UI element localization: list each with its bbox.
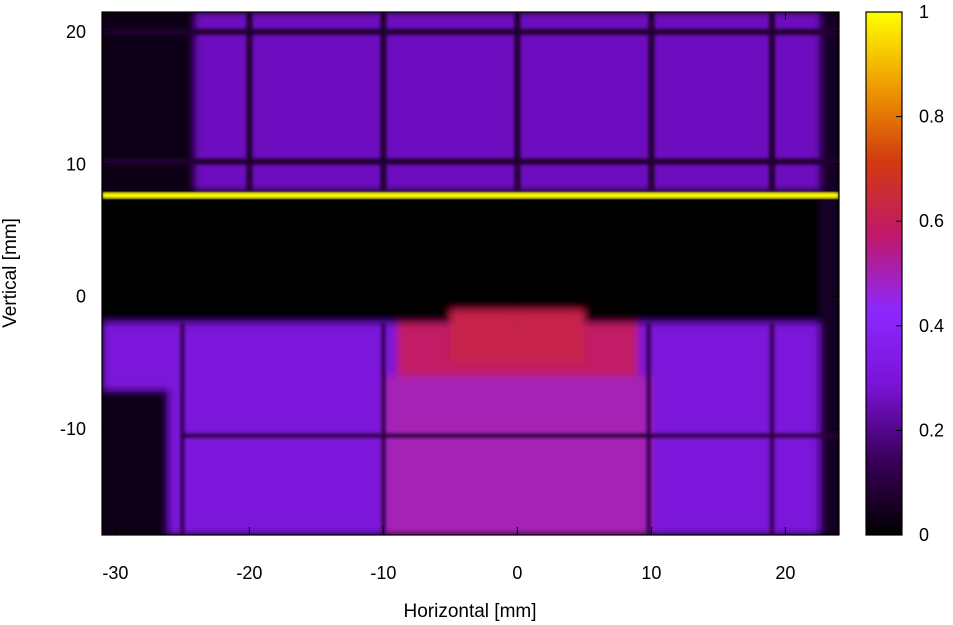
colorbar-tick-label: 0.4 [919,316,944,336]
wire-vertical-upper [514,12,521,191]
wire-vertical-lower [770,323,774,535]
plot-border [101,11,840,536]
x-axis-title: Horizontal [mm] [403,601,536,622]
wire-vertical-upper [246,12,253,191]
y-axis-title: Vertical [mm] [0,218,21,328]
wire-horizontal-upper-1 [102,28,839,35]
wire-horizontal-lower [182,433,839,438]
wire-vertical-upper [769,12,775,191]
plot-frame [101,11,840,536]
y-tick-label: -10 [60,419,86,439]
colorbar-tick-label: 0.8 [919,107,944,127]
x-tick-label: -10 [370,563,396,583]
y-axis: -10 0 10 20 [60,22,839,439]
x-tick-label: 0 [512,563,522,583]
colorbar-tick-label: 0.6 [919,211,944,231]
colorbar-tick-label: 0 [919,525,929,545]
heat-region-notch-left [450,309,518,363]
heat-soft-group [102,12,839,535]
heat-region-central-block [383,376,652,535]
heat-region-notch-right [517,309,585,363]
x-axis: -30 -20 -10 0 10 20 [102,12,795,583]
y-tick-label: 10 [66,154,86,174]
x-tick-label: 20 [775,563,795,583]
colorbar: 0 0.2 0.4 0.6 0.8 1 [865,2,944,545]
x-tick-label: -30 [102,563,128,583]
wire-vertical-lower [180,323,185,535]
x-tick-label: 10 [641,563,661,583]
colorbar-tick-label: 0.2 [919,420,944,440]
wire-horizontal-upper-2 [102,158,839,165]
colorbar-tick-label: 1 [919,2,929,22]
heat-region-shadow-band [102,198,839,324]
heatmap-image [102,12,839,535]
wire-vertical-upper [648,12,655,191]
wire-vertical-upper [380,12,387,191]
heat-wire-shadows [102,12,839,535]
heat-region-bright-line [102,192,839,199]
heat-dark-corner-left [102,389,169,535]
wire-vertical-lower [646,323,651,535]
y-tick-label: 0 [76,287,86,307]
wire-vertical-lower [381,323,386,535]
y-tick-label: 20 [66,22,86,42]
x-tick-label: -20 [236,563,262,583]
heat-dark-edge-right [818,12,839,535]
colorbar-gradient [865,11,903,536]
